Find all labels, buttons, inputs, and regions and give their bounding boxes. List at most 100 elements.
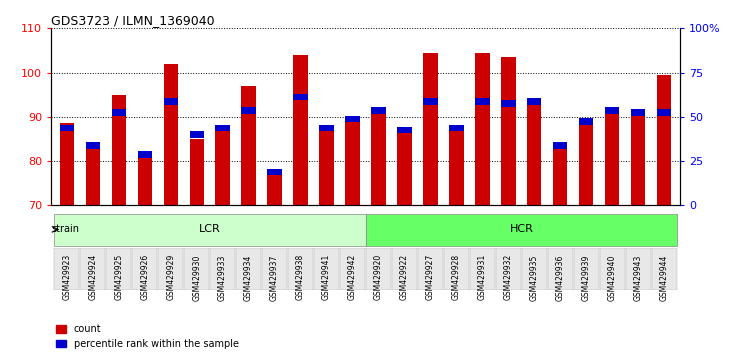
FancyBboxPatch shape — [470, 248, 495, 290]
Text: GSM429935: GSM429935 — [530, 254, 539, 301]
FancyBboxPatch shape — [236, 248, 261, 290]
Text: GSM429926: GSM429926 — [140, 254, 149, 301]
FancyBboxPatch shape — [392, 248, 417, 290]
Text: GSM429929: GSM429929 — [166, 254, 175, 301]
FancyBboxPatch shape — [210, 248, 235, 290]
Text: LCR: LCR — [199, 224, 221, 234]
Text: GSM429931: GSM429931 — [478, 254, 487, 301]
Bar — [553, 142, 567, 149]
FancyBboxPatch shape — [288, 248, 313, 290]
Bar — [450, 125, 463, 131]
Text: GDS3723 / ILMN_1369040: GDS3723 / ILMN_1369040 — [51, 14, 215, 27]
Bar — [164, 98, 178, 105]
Bar — [527, 98, 542, 105]
FancyBboxPatch shape — [340, 248, 365, 290]
FancyBboxPatch shape — [600, 248, 625, 290]
FancyBboxPatch shape — [262, 248, 287, 290]
Bar — [579, 118, 594, 125]
Bar — [475, 98, 490, 105]
Text: GSM429940: GSM429940 — [607, 254, 617, 301]
FancyBboxPatch shape — [522, 248, 547, 290]
Legend: count, percentile rank within the sample: count, percentile rank within the sample — [56, 324, 238, 349]
Bar — [319, 128, 333, 205]
Bar — [371, 110, 386, 205]
Bar — [579, 121, 594, 205]
Text: GSM429943: GSM429943 — [634, 254, 643, 301]
Bar — [605, 110, 619, 205]
Bar — [319, 125, 333, 131]
Text: GSM429939: GSM429939 — [582, 254, 591, 301]
Bar — [293, 93, 308, 100]
Text: GSM429922: GSM429922 — [400, 254, 409, 300]
Bar — [475, 53, 490, 205]
Bar — [398, 130, 412, 205]
FancyBboxPatch shape — [366, 214, 677, 246]
FancyBboxPatch shape — [54, 248, 79, 290]
Bar — [398, 127, 412, 133]
FancyBboxPatch shape — [574, 248, 599, 290]
Bar — [60, 124, 74, 205]
Bar — [164, 64, 178, 205]
Text: GSM429941: GSM429941 — [322, 254, 331, 301]
Bar — [137, 156, 152, 205]
Text: GSM429933: GSM429933 — [218, 254, 227, 301]
Text: GSM429920: GSM429920 — [374, 254, 383, 301]
Text: GSM429925: GSM429925 — [114, 254, 124, 301]
Bar — [216, 128, 230, 205]
Text: GSM429936: GSM429936 — [556, 254, 565, 301]
FancyBboxPatch shape — [626, 248, 651, 290]
Text: HCR: HCR — [510, 224, 534, 234]
Bar — [268, 174, 281, 205]
FancyBboxPatch shape — [652, 248, 677, 290]
FancyBboxPatch shape — [132, 248, 157, 290]
Bar — [631, 112, 645, 205]
Bar — [345, 119, 360, 205]
FancyBboxPatch shape — [418, 248, 443, 290]
FancyBboxPatch shape — [106, 248, 131, 290]
Bar — [241, 86, 256, 205]
Bar — [450, 128, 463, 205]
Text: GSM429924: GSM429924 — [88, 254, 97, 301]
FancyBboxPatch shape — [444, 248, 469, 290]
Text: GSM429938: GSM429938 — [296, 254, 305, 301]
Bar — [605, 107, 619, 114]
FancyBboxPatch shape — [366, 248, 391, 290]
Bar — [268, 169, 281, 176]
Bar — [189, 139, 204, 205]
Bar — [631, 109, 645, 116]
Bar — [345, 116, 360, 122]
Bar — [423, 53, 438, 205]
Bar — [527, 101, 542, 205]
Bar — [86, 142, 100, 149]
Bar — [371, 107, 386, 114]
Text: GSM429942: GSM429942 — [348, 254, 357, 301]
FancyBboxPatch shape — [158, 248, 183, 290]
Bar — [553, 145, 567, 205]
Bar — [189, 131, 204, 138]
Text: GSM429934: GSM429934 — [244, 254, 253, 301]
Text: GSM429937: GSM429937 — [270, 254, 279, 301]
Bar — [423, 98, 438, 105]
Bar — [60, 125, 74, 131]
Bar — [112, 95, 126, 205]
Bar — [501, 100, 515, 107]
FancyBboxPatch shape — [80, 248, 105, 290]
Bar — [86, 148, 100, 205]
Text: strain: strain — [51, 224, 80, 234]
FancyBboxPatch shape — [184, 248, 209, 290]
Text: GSM429930: GSM429930 — [192, 254, 201, 301]
FancyBboxPatch shape — [314, 248, 339, 290]
Bar — [293, 55, 308, 205]
Bar — [657, 75, 671, 205]
FancyBboxPatch shape — [54, 214, 366, 246]
FancyBboxPatch shape — [496, 248, 521, 290]
Bar — [657, 109, 671, 116]
FancyBboxPatch shape — [548, 248, 573, 290]
Text: GSM429932: GSM429932 — [504, 254, 513, 301]
Text: GSM429928: GSM429928 — [452, 254, 461, 300]
Text: GSM429923: GSM429923 — [62, 254, 71, 301]
Bar — [112, 109, 126, 116]
Text: GSM429944: GSM429944 — [660, 254, 669, 301]
Bar — [241, 107, 256, 114]
Bar — [137, 151, 152, 158]
